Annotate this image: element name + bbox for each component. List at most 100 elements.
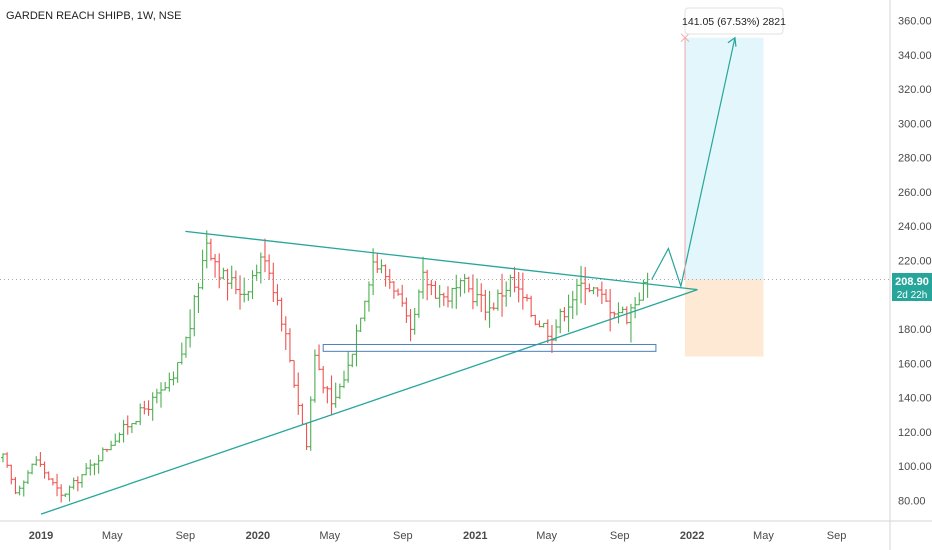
ohlc-bar [283, 316, 288, 351]
ohlc-bar [604, 289, 609, 302]
ohlc-bar [383, 264, 388, 287]
ohlc-bar [500, 273, 505, 317]
ohlc-bar [221, 267, 226, 280]
ohlc-bar [183, 336, 188, 358]
measure-label[interactable]: 141.05 (67.53%) 2821 [682, 7, 786, 35]
ohlc-bar [42, 461, 47, 479]
price-tick-label: 260.00 [898, 187, 932, 199]
ohlc-bar [637, 292, 642, 306]
projection-path [651, 37, 736, 289]
drawings-layer [0, 33, 890, 515]
target-zone [685, 37, 764, 280]
ohlc-bar [333, 382, 338, 408]
ohlc-bar [541, 322, 546, 328]
ohlc-bar [350, 353, 355, 368]
ohlc-bar [574, 278, 579, 316]
ohlc-bar [583, 267, 588, 306]
ohlc-bar [354, 324, 359, 367]
time-tick-label: May [536, 530, 557, 542]
ohlc-bar [46, 471, 51, 481]
ohlc-bar [250, 270, 255, 300]
ohlc-bar [75, 476, 80, 492]
ohlc-bar [616, 302, 621, 324]
ohlc-bar [258, 252, 263, 284]
price-tick-label: 100.00 [898, 461, 932, 473]
ohlc-bar [312, 349, 317, 403]
ohlc-bar [408, 308, 413, 342]
ohlc-bar [529, 295, 534, 318]
ohlc-bar [358, 317, 363, 332]
ohlc-bar [117, 432, 122, 443]
price-tick-label: 220.00 [898, 256, 932, 268]
ohlc-bar [129, 423, 134, 434]
price-tick-label: 360.00 [898, 16, 932, 28]
time-tick-label: May [753, 530, 774, 542]
price-tick-label: 300.00 [898, 118, 932, 130]
ohlc-bar [524, 294, 529, 302]
ohlc-bar [150, 392, 155, 421]
ohlc-bar [366, 281, 371, 312]
ohlc-bar [558, 308, 563, 334]
last-price-value: 208.90 [895, 276, 929, 288]
ohlc-bar [208, 238, 213, 261]
ohlc-bar [566, 294, 571, 333]
ohlc-bar [271, 262, 276, 303]
stop-zone [685, 279, 764, 357]
ohlc-bar [445, 286, 450, 308]
time-tick-label: May [102, 530, 123, 542]
last-price-tag: 208.90 2d 22h [892, 273, 932, 301]
ohlc-bar [296, 372, 301, 415]
ohlc-bar [624, 306, 629, 325]
price-axis[interactable]: 80.00100.00120.00140.00160.00180.00200.0… [889, 0, 932, 550]
ohlc-bar [450, 287, 455, 309]
ohlc-bar [317, 344, 322, 371]
time-tick-label: 2021 [463, 530, 487, 542]
ohlc-bar [262, 238, 267, 273]
ohlc-bar [379, 259, 384, 274]
ohlc-bar [275, 284, 280, 306]
ohlc-bar [425, 269, 430, 301]
ohlc-bar [612, 311, 617, 319]
ohlc-bar [483, 289, 488, 321]
ohlc-bar [404, 297, 409, 323]
ohlc-bar [267, 254, 272, 280]
time-tick-label: Sep [827, 530, 847, 542]
symbol-title: GARDEN REACH SHIPB, 1W, NSE [6, 10, 181, 22]
measure-label-text: 141.05 (67.53%) 2821 [682, 16, 786, 28]
ohlc-bar [579, 265, 584, 304]
last-price-tag-bg [892, 273, 932, 301]
ohlc-bar [30, 463, 35, 475]
ohlc-bar [84, 463, 89, 476]
ohlc-bar [516, 272, 521, 303]
time-tick-label: Sep [610, 530, 630, 542]
ohlc-bar [308, 396, 313, 451]
ohlc-bar [591, 286, 596, 295]
ohlc-bar [433, 280, 438, 299]
ohlc-bar [175, 361, 180, 383]
ohlc-bar [329, 375, 334, 416]
ohlc-bar [0, 453, 5, 463]
ohlc-bar [337, 383, 342, 400]
ohlc-bar [595, 287, 600, 297]
time-axis[interactable]: 2019 May Sep 2020 May Sep 2021 May Sep 2022 May Sep [0, 520, 932, 542]
ohlc-bar [462, 273, 467, 294]
ohlc-bar [134, 420, 139, 425]
ohlc-bar [225, 268, 230, 301]
ohlc-bar [9, 464, 14, 485]
ohlc-bar [167, 372, 172, 392]
price-tick-label: 320.00 [898, 84, 932, 96]
measure-cross-b [680, 33, 690, 43]
ohlc-bar [458, 278, 463, 297]
ohlc-bar [396, 288, 401, 296]
ohlc-bar [159, 382, 164, 408]
ohlc-bar [421, 256, 426, 299]
upper-trendline [185, 230, 698, 291]
ohlc-bar [188, 309, 193, 348]
ohlc-bar [163, 381, 168, 391]
ohlc-bar [142, 400, 147, 415]
ohlc-bar [416, 289, 421, 318]
ohlc-bar [196, 282, 201, 313]
ohlc-bar [287, 328, 292, 363]
ohlc-bar [246, 291, 251, 301]
